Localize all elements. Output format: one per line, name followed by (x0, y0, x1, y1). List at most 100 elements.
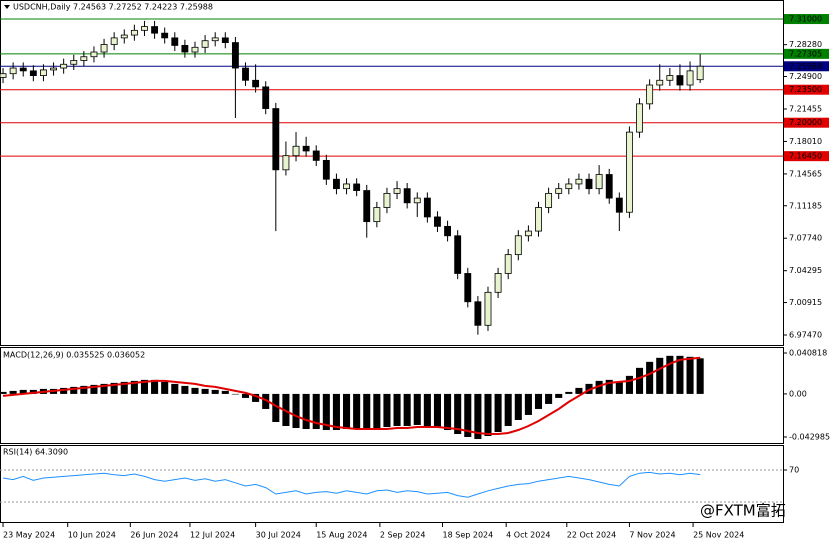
level-label-box (784, 84, 829, 95)
macd-bar (140, 379, 149, 394)
macd-bar (90, 384, 98, 394)
macd-bar (676, 355, 684, 394)
candle-body (70, 60, 78, 65)
y-tick-label: 7.21455 (789, 104, 822, 113)
macd-bar (403, 393, 411, 426)
macd-bar (393, 393, 401, 426)
macd-bar (383, 393, 391, 427)
y-tick-label: 7.07740 (789, 234, 822, 243)
candle-body (130, 29, 138, 36)
macd-bar (120, 381, 128, 394)
candle-body (555, 188, 563, 194)
level-label-box (784, 151, 829, 162)
candle-body (484, 291, 492, 326)
macd-bar (221, 390, 229, 394)
macd-bar (625, 375, 633, 394)
rsi-title: RSI(14) 64.3090 (3, 448, 68, 457)
candle-body (666, 75, 674, 81)
x-tick-label: 4 Oct 2024 (506, 531, 550, 540)
candle-body (626, 131, 633, 213)
macd-bar (231, 393, 239, 395)
candle-body (343, 183, 350, 190)
candle-body (676, 75, 684, 86)
candle-body (292, 145, 300, 157)
y-tick-label: 7.11185 (789, 201, 822, 210)
watermark: @FXTM富拓 (700, 502, 786, 520)
macd-bar (70, 386, 78, 394)
macd-bar (9, 390, 17, 394)
candle-body (0, 73, 7, 78)
macd-bar (474, 393, 482, 440)
candle-body (282, 155, 290, 171)
x-tick-label: 23 May 2024 (3, 531, 55, 540)
level-label-box (784, 14, 829, 25)
candle-body (9, 67, 17, 75)
candle-body (141, 26, 148, 31)
candle-body (201, 40, 209, 48)
candle-body (646, 84, 654, 105)
candle-body (110, 37, 118, 45)
level-label: 7.20000 (789, 118, 822, 127)
candle-body (393, 188, 401, 194)
macd-bar (100, 383, 108, 394)
candle-body (585, 178, 593, 190)
candle-body (696, 65, 704, 81)
candle-body (464, 273, 472, 303)
x-tick-label: 12 Jul 2024 (190, 531, 235, 540)
macd-bar (555, 393, 563, 398)
macd-bar (161, 381, 169, 394)
candle-body (29, 70, 37, 76)
macd-bar (656, 357, 664, 394)
macd-title: MACD(12,26,9) 0.035525 0.036052 (3, 351, 145, 360)
x-tick-label: 15 Aug 2024 (316, 531, 367, 540)
candle-body (565, 183, 573, 190)
macd-bar (615, 381, 623, 394)
macd-bar (454, 393, 462, 435)
macd-bar (292, 393, 300, 428)
x-tick-label: 22 Oct 2024 (567, 531, 616, 540)
candle-body (151, 26, 159, 34)
candle-body (615, 197, 623, 213)
macd-bar (605, 379, 613, 394)
level-label: 7.31000 (789, 15, 822, 24)
candle-body (100, 44, 108, 53)
macd-bar (433, 393, 442, 428)
candle-body (454, 235, 462, 274)
macd-bar (302, 393, 310, 429)
menu-triangle (4, 5, 10, 9)
macd-bar (696, 358, 704, 394)
y-tick-label: 7.28280 (789, 40, 822, 49)
macd-bar (80, 385, 88, 394)
macd-bar (635, 367, 644, 394)
level-label: 7.27305 (789, 49, 822, 58)
candle-body (262, 86, 270, 109)
candle-body (322, 159, 330, 180)
level-label: 7.16450 (789, 152, 822, 161)
candle-body (656, 79, 664, 86)
candle-body (272, 108, 280, 171)
macd-bar (191, 387, 199, 394)
macd-bar (181, 385, 189, 394)
macd-bar (686, 356, 694, 394)
macd-bar (363, 393, 371, 431)
level-label-box (784, 117, 829, 128)
macd-bar (272, 393, 280, 422)
x-tick-label: 30 Jul 2024 (256, 531, 301, 540)
macd-bar (322, 393, 330, 431)
y-tick-label: 0.00 (789, 389, 807, 398)
macd-bar (484, 393, 492, 437)
candle-body (413, 197, 421, 204)
candle-body (90, 51, 98, 58)
y-tick-label: 7.24900 (789, 72, 822, 81)
candle-body (231, 42, 239, 69)
candle-body (383, 192, 391, 208)
candle-body (19, 67, 27, 72)
level-label-box (784, 61, 829, 72)
x-tick-label: 18 Sep 2024 (443, 531, 494, 540)
macd-bar (312, 393, 320, 429)
macd-bar (241, 393, 250, 398)
chart-title: USDCNH,Daily 7.24563 7.27252 7.24223 7.2… (13, 3, 213, 12)
macd-bar (151, 379, 159, 394)
rsi-frame (0, 445, 784, 523)
y-tick-label: 6.97470 (789, 331, 822, 340)
